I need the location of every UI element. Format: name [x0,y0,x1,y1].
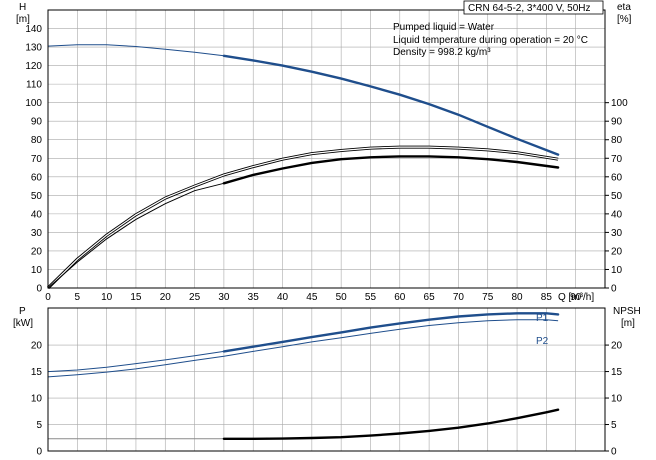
y-left-tick-label: 70 [31,154,43,165]
chart-title: CRN 64-5-2, 3*400 V, 50Hz [468,3,590,14]
y-left-tick-label: 0 [36,284,42,295]
power-p1-curve-operating [222,312,560,353]
x-tick-label: 15 [130,292,142,303]
bottom-grid [47,308,605,452]
y-right-tick-label: 30 [611,228,623,239]
info-temperature: Liquid temperature during operation = 20… [393,35,588,46]
y-left-tick-label: 90 [31,117,43,128]
y-left-tick-label: 60 [31,172,43,183]
x-tick-label: 10 [101,292,113,303]
y-right-tick-label: 50 [611,191,623,202]
x-axis-label: Q [m³/h] [558,292,594,303]
power-p1-curve-thin [47,312,559,373]
y-right-unit-top: [%] [617,14,632,25]
y-left-tick-label: 130 [25,43,42,54]
x-tick-label: 85 [541,292,553,303]
x-tick-label: 75 [482,292,494,303]
head-curve-operating [222,54,560,156]
top-plot-frame [47,9,606,289]
x-tick-label: 70 [453,292,465,303]
head-curve-thin [47,44,559,156]
x-tick-label: 40 [277,292,289,303]
y-left-tick-label: 20 [31,246,43,257]
x-tick-label: 90 [570,292,582,303]
x-tick-label: 65 [424,292,436,303]
y-right-tick-label: 90 [611,117,623,128]
y-left-tick-label: 50 [31,191,43,202]
y-left-tick-label: 140 [25,24,42,35]
y-left-tick-label: 30 [31,228,43,239]
bottom-series [47,312,560,440]
info-liquid: Pumped liquid = Water [393,22,495,33]
y-left-tick-label: 80 [31,135,43,146]
efficiency-curve-inner [47,146,559,289]
y-right-tick-label: 80 [611,135,623,146]
efficiency-curve-outline [46,145,559,290]
y-right-tick-label: 10 [611,265,623,276]
y-left-tick-label: 40 [31,209,43,220]
top-grid [47,10,605,289]
y-right-tick-label: 60 [611,172,623,183]
y-left-tick-label: 20 [31,341,43,352]
y-left-tick-label: 10 [31,265,43,276]
title-box [463,0,604,15]
y-left-tick-label: 15 [31,367,43,378]
y-right-unit-bottom: [m] [621,318,635,329]
y-right-tick-label: 5 [611,420,617,431]
y-right-tick-label: 0 [611,284,617,295]
top-tick-labels: 0102030405060708090100110120130140010203… [25,24,628,303]
y-right-tick-label: 20 [611,246,623,257]
top-series [46,44,560,290]
x-tick-label: 5 [75,292,81,303]
y-right-tick-label: 100 [611,98,628,109]
x-tick-label: 35 [248,292,260,303]
y-left-name-top: H [19,2,26,13]
y-right-tick-label: 40 [611,209,623,220]
y-right-name-top: eta [617,2,631,13]
x-tick-label: 30 [218,292,230,303]
power-p2-curve-thin [47,319,559,378]
y-right-tick-label: 10 [611,394,623,405]
y-right-tick-label: 0 [611,447,617,458]
y-right-tick-label: 15 [611,367,623,378]
bottom-tick-labels: 0 5 10 15 20 0 5 10 15 20 [31,341,623,458]
y-left-tick-label: 0 [36,447,42,458]
y-left-tick-label: 100 [25,98,42,109]
legend-p2: P2 [536,336,549,347]
y-right-tick-label: 20 [611,341,623,352]
x-tick-label: 20 [160,292,172,303]
x-tick-label: 25 [189,292,201,303]
bottom-plot-frame [47,307,606,452]
x-tick-label: 50 [336,292,348,303]
x-tick-label: 0 [45,292,51,303]
x-tick-label: 45 [306,292,318,303]
y-left-unit-top: [m] [16,14,30,25]
y-left-tick-label: 10 [31,394,43,405]
x-tick-label: 55 [365,292,377,303]
y-left-tick-label: 120 [25,61,42,72]
y-left-unit-bottom: [kW] [13,318,33,329]
x-tick-label: 80 [511,292,523,303]
y-left-tick-label: 110 [26,80,42,91]
legend-p1: P1 [536,313,549,324]
y-right-name-bottom: NPSH [613,306,641,317]
y-left-tick-label: 5 [36,420,42,431]
efficiency-lower-curve-operating [222,155,560,185]
npsh-curve-operating [222,408,560,440]
y-right-tick-label: 70 [611,154,623,165]
y-left-name-bottom: P [19,306,26,317]
x-tick-label: 60 [394,292,406,303]
info-density: Density = 998.2 kg/m³ [393,47,491,58]
